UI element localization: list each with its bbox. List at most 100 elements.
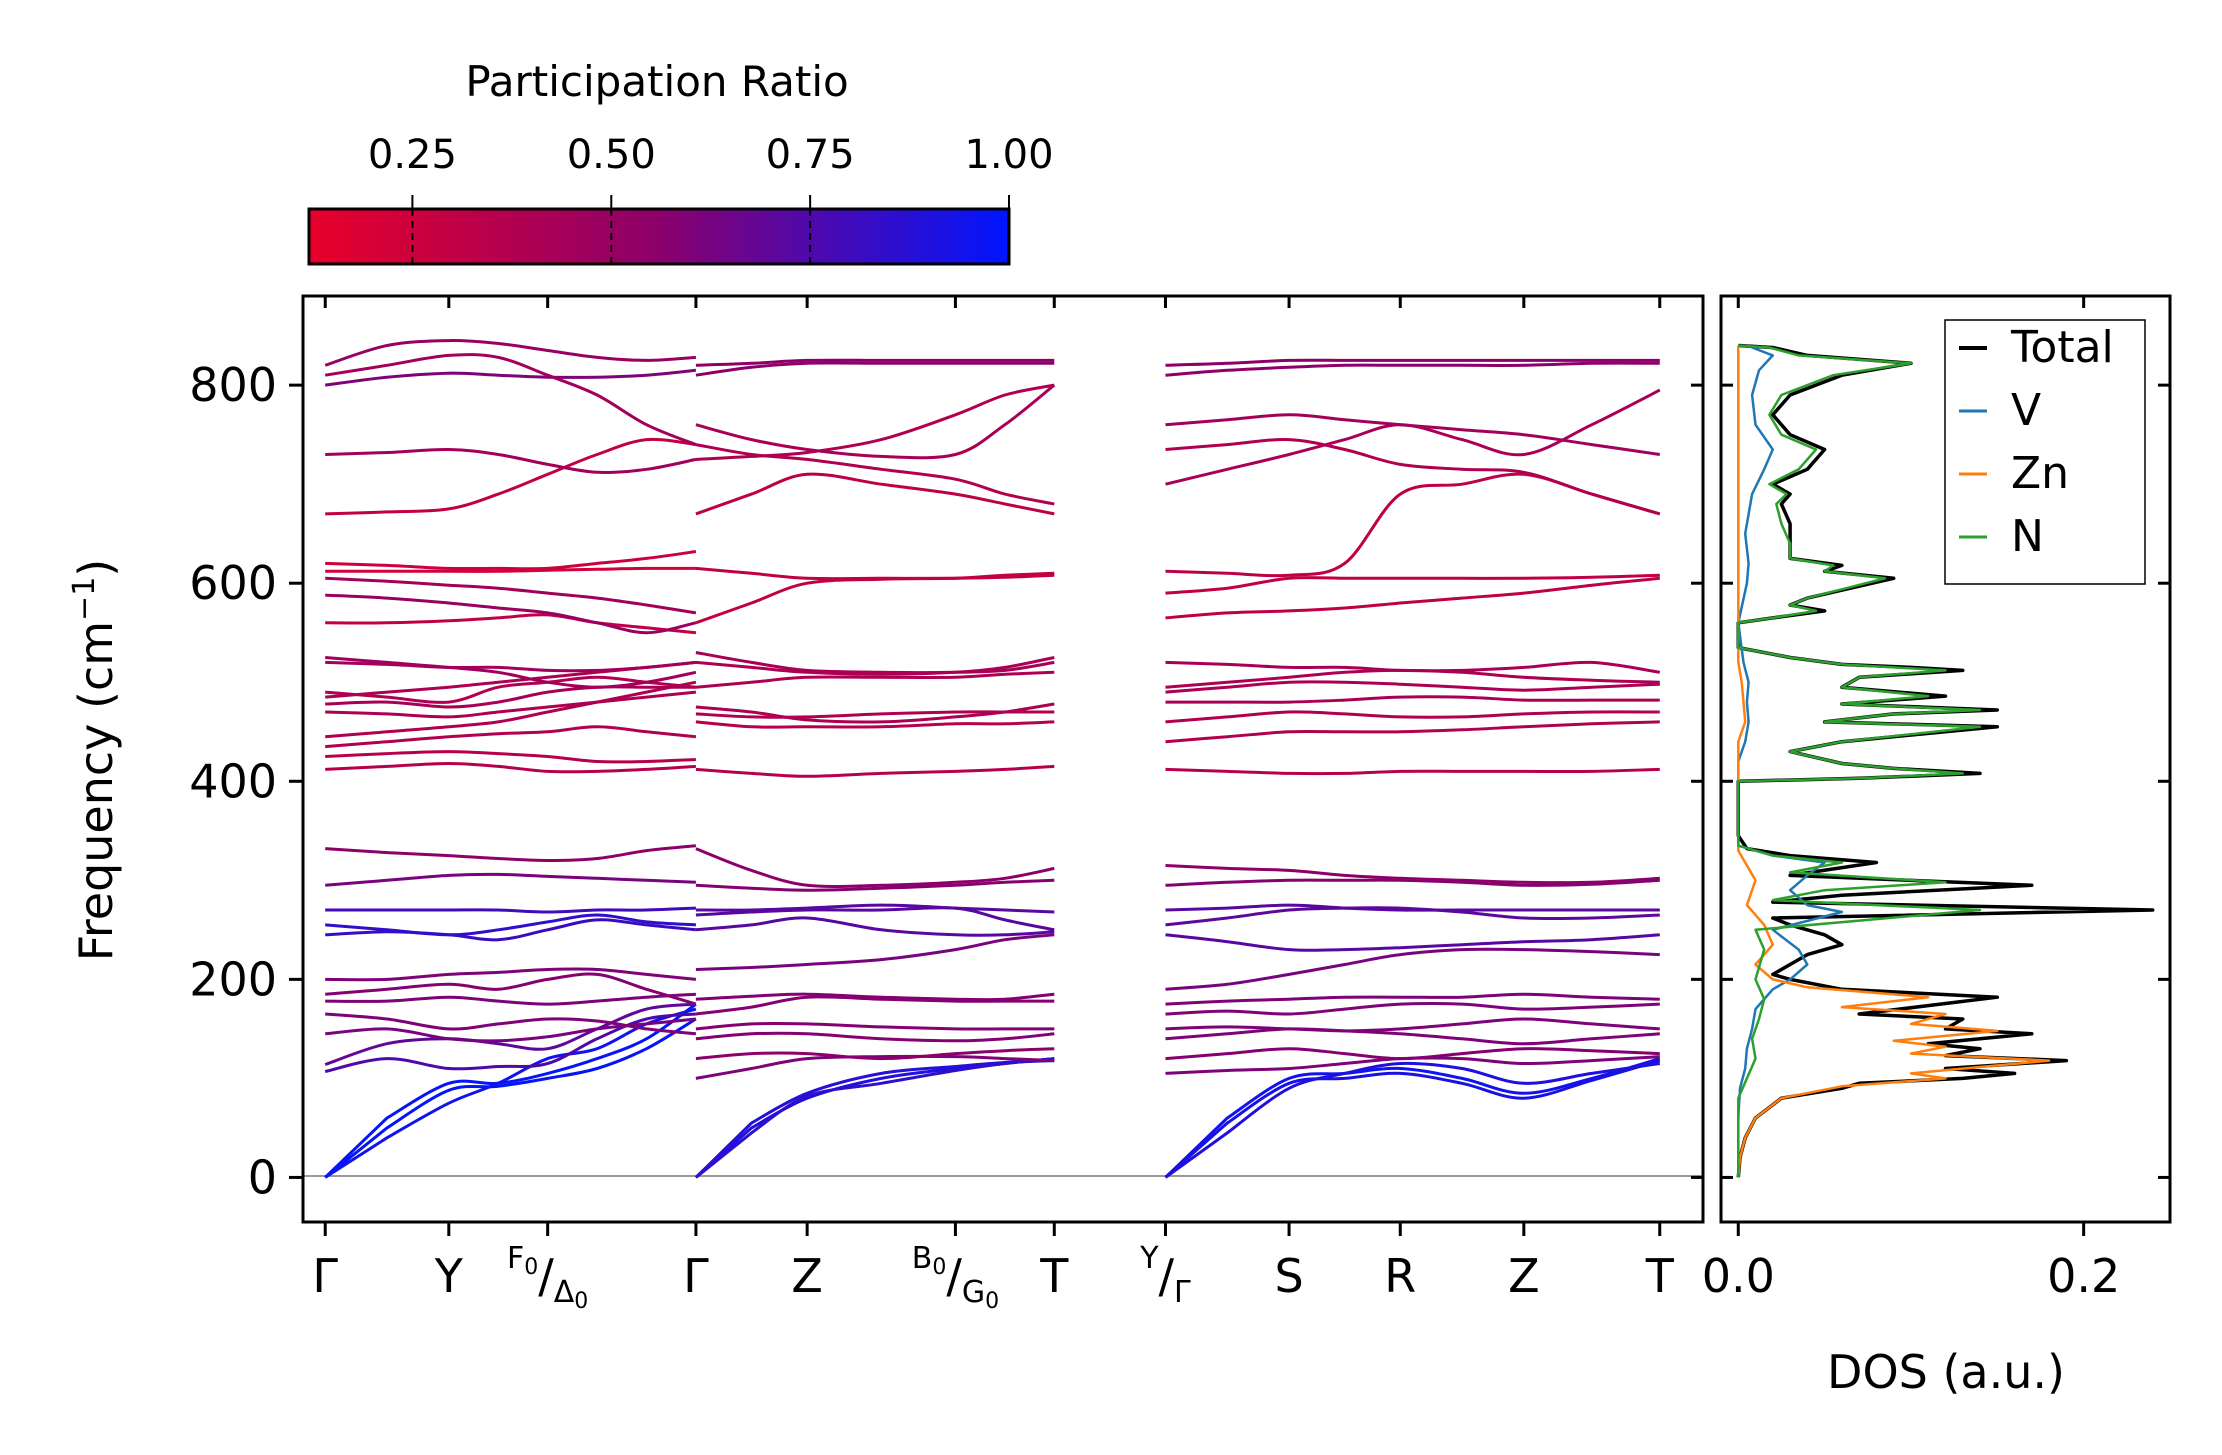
phonon-band-line	[695, 933, 1055, 971]
colorbar-tick-label: 0.75	[766, 132, 855, 178]
phonon-band-line	[325, 1012, 697, 1036]
phonon-band-line	[1165, 388, 1661, 486]
phonon-band-line	[325, 918, 697, 942]
phonon-band-line	[695, 847, 1055, 888]
k-point-label: Y/Γ	[1139, 1241, 1191, 1310]
phonon-band-line	[1165, 906, 1660, 927]
colorbar-ticks: 0.25 0.50 0.75 1.00	[368, 132, 1054, 264]
y-tick-label: 200	[189, 952, 277, 1006]
phonon-band-line	[325, 656, 697, 689]
colorbar: Participation Ratio 0.25 0.50 0.75 1.00	[307, 57, 1054, 266]
colorbar-tick-label: 0.25	[368, 132, 457, 178]
dos-line-zn	[1737, 345, 2051, 1178]
legend-label: V	[2011, 385, 2041, 436]
phonon-band-line	[695, 383, 1055, 461]
phonon-band-line	[695, 571, 1055, 625]
k-point-label: Γ	[312, 1249, 338, 1303]
colorbar-tick-label: 0.50	[567, 132, 656, 178]
phonon-band-line	[325, 906, 696, 914]
y-tick-label: 0	[248, 1150, 277, 1204]
phonon-band-line	[695, 1021, 1055, 1031]
phonon-band-line	[325, 437, 697, 516]
dos-axis-ticks: 0.0 0.2	[1702, 296, 2170, 1303]
phonon-band-line	[695, 670, 1055, 689]
phonon-band-line	[1165, 573, 1660, 595]
k-point-label: B0/G0	[912, 1241, 999, 1314]
phonon-band-line	[1165, 1027, 1660, 1046]
phonon-band-line	[695, 656, 1055, 676]
phonon-band-line	[695, 995, 1055, 1016]
y-tick-label: 800	[189, 358, 277, 412]
phonon-band-line	[324, 1002, 697, 1179]
phonon-band-line	[325, 844, 697, 862]
dos-curves	[1736, 343, 2155, 1178]
y-tick-label: 400	[189, 754, 277, 808]
phonon-band-line	[325, 550, 697, 571]
phonon-band-line	[1165, 710, 1660, 724]
phonon-band-line	[695, 764, 1055, 778]
phonon-band-line	[325, 680, 697, 739]
phonon-band-line	[325, 368, 697, 387]
phonon-band-line	[695, 651, 1055, 675]
phonon-band-line	[324, 1007, 697, 1179]
phonon-band-line	[325, 1017, 697, 1043]
band-axes-frame	[301, 294, 1705, 1224]
dos-line-n	[1737, 344, 1982, 1178]
phonon-band-line	[325, 447, 697, 474]
phonon-band-line	[695, 903, 1055, 914]
phonon-band-line	[1165, 361, 1660, 377]
phonon-band-line	[1165, 660, 1661, 674]
legend-label: Total	[2010, 322, 2114, 373]
phonon-band-line	[1165, 1002, 1660, 1016]
phonon-band-line	[325, 972, 697, 1006]
phonon-band-line	[695, 720, 1055, 729]
k-path-labels: Γ Y F0/Δ0 Γ Z B0/G0 T Y/Γ S R Z T	[312, 296, 1675, 1314]
phonon-band-line	[1165, 413, 1661, 456]
phonon-band-line	[695, 472, 1055, 516]
phonon-band-line	[695, 443, 1055, 506]
phonon-band-line	[325, 762, 696, 774]
phonon-band-line	[1164, 1061, 1661, 1179]
phonon-band-line	[325, 576, 697, 615]
phonon-band-line	[324, 1002, 697, 1066]
dos-x-tick-label: 0.0	[1702, 1249, 1775, 1303]
dos-axis-label: DOS (a.u.)	[1827, 1345, 2065, 1399]
phonon-band-line	[325, 967, 697, 982]
phonon-band-line	[1165, 864, 1660, 885]
dos-x-tick-label: 0.2	[2047, 1249, 2120, 1303]
phonon-band-line	[1165, 1047, 1660, 1061]
legend: Total V Zn N	[1944, 319, 2146, 585]
k-point-label: T	[1645, 1249, 1675, 1303]
phonon-band-line	[1164, 1059, 1661, 1179]
k-point-label: T	[1039, 1249, 1069, 1303]
phonon-band-line	[325, 872, 696, 887]
k-point-label: Γ	[683, 1249, 709, 1303]
phonon-band-line	[1165, 472, 1661, 578]
phonon-band-line	[325, 992, 696, 1006]
legend-label: N	[2011, 511, 2044, 562]
phonon-band-line	[325, 690, 697, 719]
phonon-band-line	[1165, 767, 1660, 776]
phonon-band-line	[695, 358, 1055, 367]
colorbar-tick-label: 1.00	[964, 132, 1053, 178]
phonon-band-line	[325, 750, 696, 764]
k-point-label: R	[1384, 1249, 1416, 1303]
phonon-band-line	[324, 353, 697, 446]
dos-axes-frame	[1719, 294, 2172, 1224]
frequency-axis-ticks: 0 200 400 600 800	[189, 358, 1703, 1204]
phonon-band-line	[325, 660, 697, 673]
phonon-band-line	[325, 913, 696, 937]
phonon-band-line	[1164, 1057, 1661, 1179]
k-point-label: F0/Δ0	[507, 1241, 588, 1314]
phonon-band-line	[325, 593, 697, 635]
phonon-band-line	[695, 1054, 1055, 1080]
phonon-band-line	[694, 1057, 1055, 1179]
phonon-bands	[324, 339, 1661, 1179]
phonon-band-line	[1165, 878, 1660, 887]
colorbar-gradient	[307, 207, 1011, 266]
dos-panel: 0.0 0.2 DOS (a.u.) Total V Zn N	[1702, 294, 2172, 1399]
colorbar-title: Participation Ratio	[465, 57, 848, 106]
phonon-band-line	[324, 339, 696, 367]
phonon-band-line	[325, 613, 697, 635]
